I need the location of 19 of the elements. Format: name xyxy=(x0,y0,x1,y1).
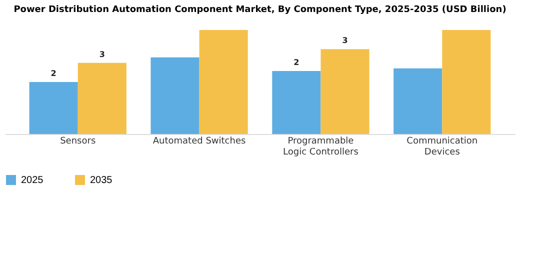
x-tick-label: Automated Switches xyxy=(152,136,246,146)
bar xyxy=(272,71,321,134)
bar xyxy=(150,57,200,134)
bar xyxy=(29,82,78,134)
bar xyxy=(442,30,491,134)
bar xyxy=(394,68,442,134)
data-label: 3 xyxy=(342,36,348,46)
legend-label: 2035 xyxy=(90,175,113,186)
x-tick-label: Programmable Logic Controllers xyxy=(283,136,359,158)
bar xyxy=(199,30,248,134)
legend-label: 2025 xyxy=(21,175,44,186)
chart-title: Power Distribution Automation Component Market, By Component Type, 2025-2035 (USD Billion) xyxy=(14,5,506,15)
data-label: 3 xyxy=(99,50,105,59)
bar xyxy=(78,62,126,134)
data-label: 2 xyxy=(294,58,300,68)
data-label: 2 xyxy=(50,69,56,78)
bar xyxy=(320,49,370,134)
x-tick-label: Sensors xyxy=(60,136,96,146)
x-tick-label: Communication Devices xyxy=(406,136,478,158)
